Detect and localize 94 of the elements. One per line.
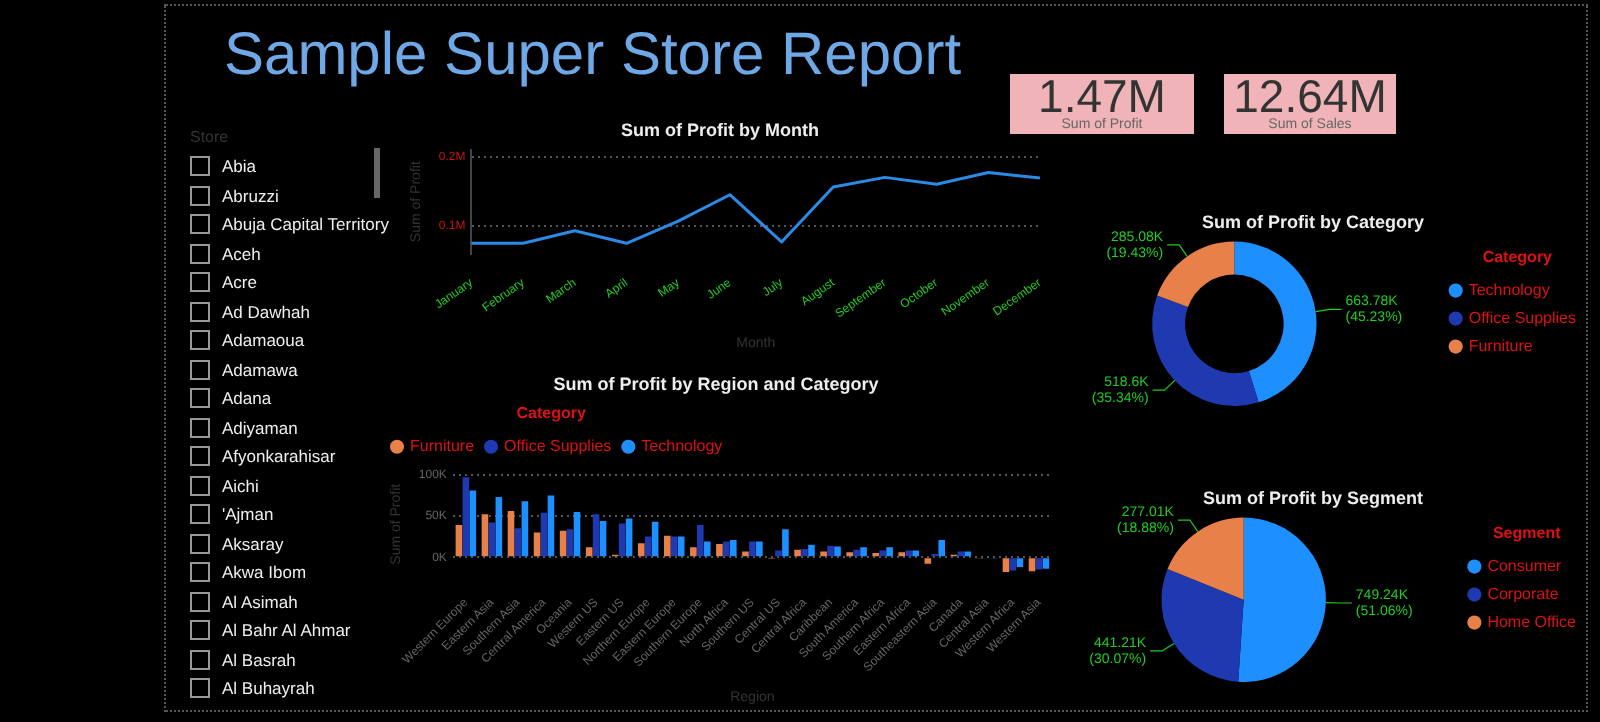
bar: [794, 549, 801, 557]
bar: [1035, 558, 1043, 570]
text: Akwa Ibom: [222, 562, 307, 583]
bar: [495, 497, 503, 557]
bar: [1042, 558, 1050, 569]
bar: [677, 536, 685, 557]
bar: [637, 543, 645, 557]
text: Ad Dawhah: [222, 301, 310, 322]
legend-title: Category: [1482, 247, 1554, 266]
legend-label: Office Supplies: [504, 437, 612, 456]
bar: [592, 514, 600, 557]
text: Aceh: [222, 243, 261, 264]
bar: [756, 541, 763, 557]
bar: [469, 490, 477, 557]
text: Abia: [222, 156, 257, 177]
text: Afyonkarahisar: [222, 446, 336, 467]
chart-title: Sum of Profit by Month: [621, 119, 819, 140]
bar: [1028, 558, 1036, 572]
legend-label: Corporate: [1487, 585, 1560, 604]
bar: [730, 539, 737, 557]
text: Acre: [222, 272, 257, 293]
legend-label: Technology: [1468, 281, 1550, 300]
bar: [585, 547, 593, 557]
bar: [1009, 558, 1017, 571]
chart-title: Sum of Profit by Category: [1201, 211, 1425, 232]
bar: [664, 535, 671, 557]
text: Adana: [222, 388, 272, 409]
bar: [801, 548, 808, 557]
bar: [481, 514, 489, 557]
bar: [749, 541, 756, 557]
bar: [886, 547, 893, 557]
bar: [964, 551, 972, 557]
bar: [834, 546, 841, 557]
legend-title: Category: [516, 404, 587, 423]
bar: [853, 549, 860, 557]
bar: [723, 541, 730, 557]
bar: [827, 545, 834, 557]
text: Al Buhayrah: [222, 678, 315, 699]
bar: [742, 551, 749, 557]
bar: [599, 520, 607, 557]
bar: [533, 532, 541, 557]
bar: [455, 525, 463, 557]
bar: [625, 518, 633, 557]
bar: [775, 550, 782, 557]
bar: [808, 544, 815, 557]
bar: [514, 528, 522, 557]
bar: [618, 523, 626, 557]
text: Adamaoua: [222, 330, 305, 351]
bar: [540, 512, 548, 557]
text: Abuja Capital Territory: [222, 214, 389, 235]
text: Adiyaman: [222, 417, 298, 438]
chart-title: Sum of Profit by Region and Category: [553, 373, 879, 394]
legend-label: Furniture: [1468, 337, 1534, 356]
legend-label: Home Office: [1487, 613, 1578, 632]
legend-title: Segment: [1492, 523, 1562, 542]
bar: [703, 541, 711, 557]
legend-label: Office Supplies: [1468, 309, 1577, 328]
legend-label: Consumer: [1487, 557, 1562, 576]
bar: [566, 529, 574, 557]
bar: [1002, 558, 1010, 573]
bar: [462, 477, 470, 557]
bar: [879, 550, 886, 557]
bar: [651, 521, 659, 557]
text: Al Basrah: [222, 649, 296, 670]
bar: [670, 536, 678, 557]
bar: [782, 529, 789, 557]
bar: [507, 511, 515, 557]
bar: [697, 525, 704, 557]
text: Aksaray: [222, 533, 284, 554]
bar: [690, 547, 697, 557]
text: Al Bahr Al Ahmar: [222, 620, 351, 641]
bar: [547, 495, 555, 557]
bar: [644, 536, 652, 557]
text: Aichi: [222, 475, 259, 496]
bar: [521, 501, 529, 557]
legend-label: Technology: [641, 437, 723, 456]
bar: [716, 544, 723, 557]
text: Adamawa: [222, 359, 298, 380]
text: Sample Super Store Report: [224, 20, 962, 92]
bar: [905, 550, 913, 557]
legend-label: Furniture: [410, 437, 476, 456]
bar: [573, 511, 581, 557]
bar: [820, 551, 827, 557]
bar: [938, 539, 946, 557]
text: Al Asimah: [222, 591, 298, 612]
chart-title: Sum of Profit by Segment: [1202, 487, 1424, 508]
bar: [1016, 558, 1024, 568]
bar: [912, 550, 919, 557]
bar: [559, 530, 567, 557]
bar: [924, 558, 932, 564]
bar: [860, 547, 867, 557]
text: Abruzzi: [222, 185, 279, 206]
bar: [957, 551, 965, 557]
text: 'Ajman: [222, 504, 274, 525]
